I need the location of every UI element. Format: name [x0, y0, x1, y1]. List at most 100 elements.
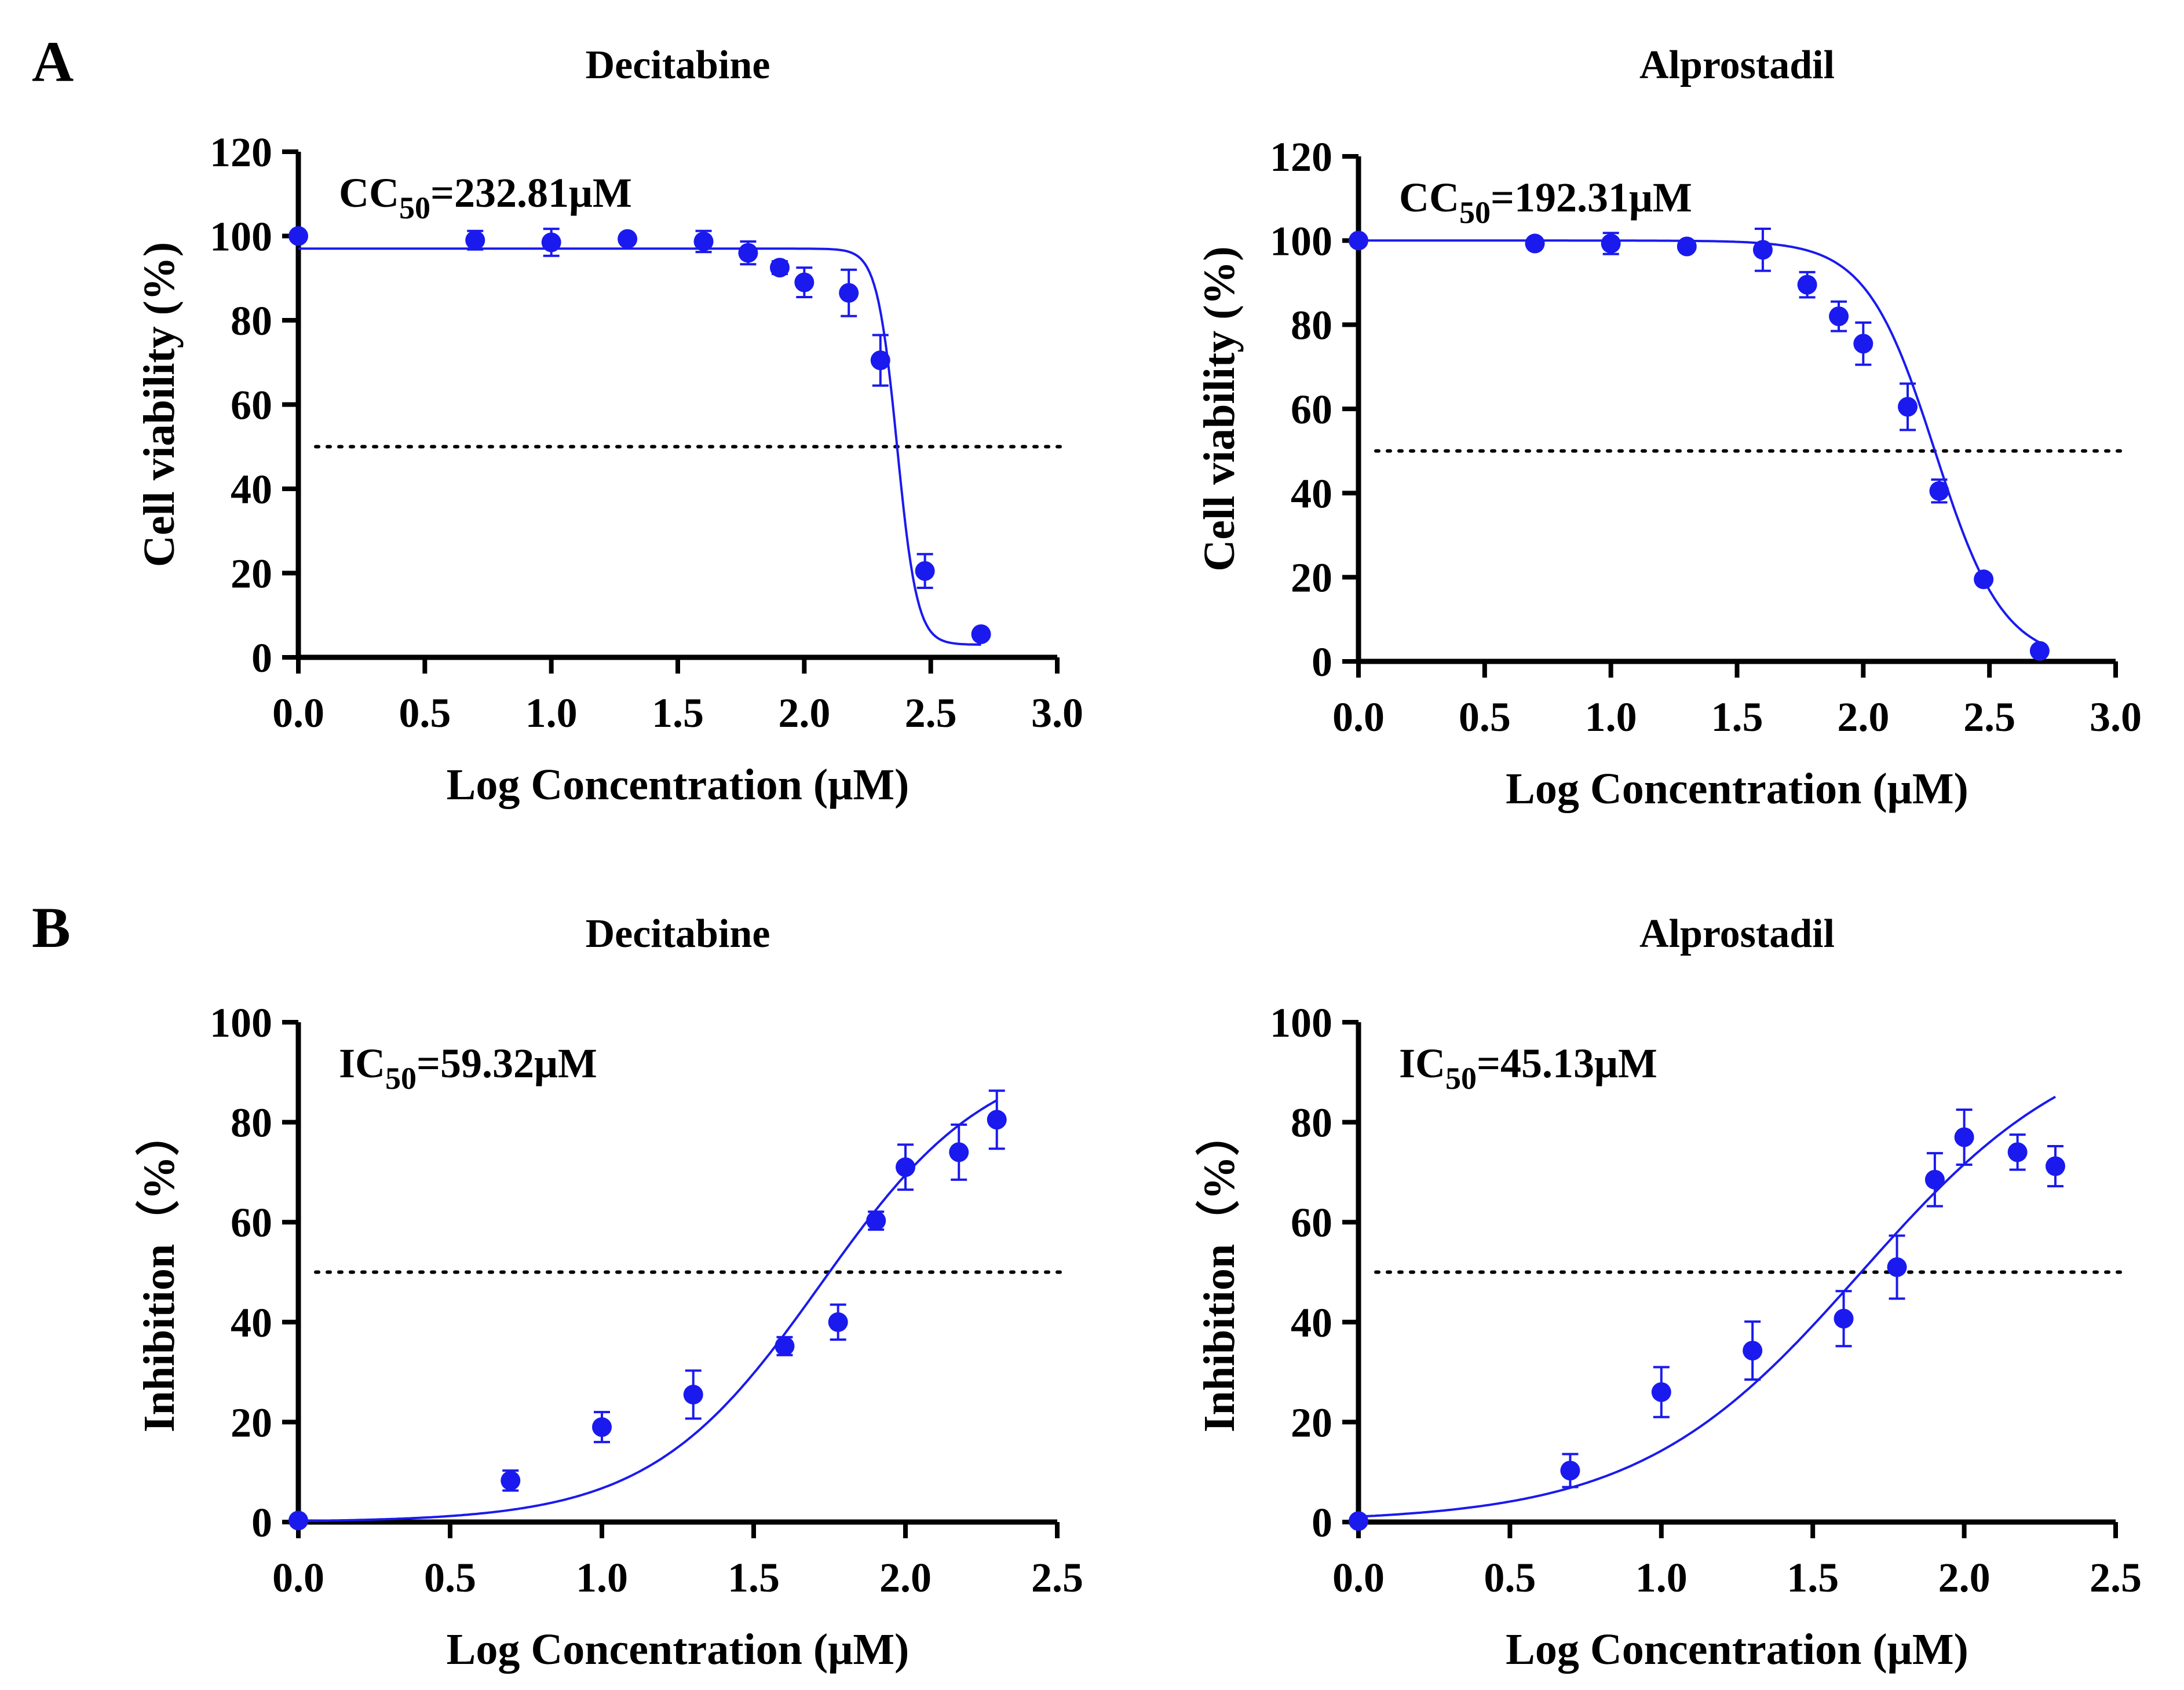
data-point — [839, 283, 859, 303]
panel-label-a: A — [32, 30, 74, 94]
value-annotation: IC50=59.32μM — [339, 1040, 597, 1096]
data-point — [870, 350, 890, 371]
data-point — [288, 1510, 308, 1531]
data-point — [2007, 1142, 2028, 1162]
chart-1: Decitabine 0.0 0.5 1.0 1.5 2.0 2.5 3.0 0 20 40 60 80… — [135, 43, 1083, 809]
y-tick-label: 60 — [231, 1199, 272, 1246]
fit-curve — [1358, 1095, 2056, 1518]
data-point — [866, 1210, 886, 1231]
data-point — [1560, 1461, 1580, 1481]
x-tick-label: 1.5 — [1711, 694, 1763, 740]
x-tick-label: 2.0 — [1938, 1554, 1991, 1601]
chart-title: Alprostadil — [1639, 43, 1835, 87]
data-point — [1525, 233, 1545, 254]
data-point — [1974, 569, 1994, 590]
x-tick-label: 2.5 — [905, 690, 957, 736]
y-tick-label: 20 — [1291, 555, 1332, 601]
data-point — [828, 1312, 848, 1332]
y-tick-label: 40 — [1291, 1300, 1332, 1346]
data-point — [1677, 236, 1697, 257]
x-tick-label: 2.0 — [1837, 694, 1889, 740]
x-tick-label: 2.0 — [879, 1554, 932, 1601]
y-tick-label: 0 — [1312, 639, 1332, 685]
x-tick-label: 0.5 — [424, 1554, 476, 1601]
annotation-value: =59.32μM — [417, 1040, 597, 1087]
data-point — [1834, 1308, 1854, 1329]
fit-curve — [298, 247, 981, 646]
annotation-value: =192.31μM — [1491, 174, 1692, 221]
x-axis-label: Log Concentration (μM) — [447, 760, 910, 809]
data-point — [1752, 240, 1773, 260]
data-point — [592, 1417, 612, 1437]
y-tick-label: 120 — [1270, 134, 1332, 180]
y-tick-label: 60 — [1291, 1199, 1332, 1246]
y-tick-label: 80 — [231, 1100, 272, 1146]
data-point — [794, 272, 815, 292]
data-point — [1797, 275, 1817, 295]
x-tick-label: 0.5 — [1459, 694, 1511, 740]
y-tick-label: 0 — [251, 635, 272, 681]
data-point — [987, 1110, 1007, 1130]
data-point — [769, 258, 790, 278]
annotation-subscript: 50 — [1445, 1061, 1477, 1096]
value-annotation: CC50=192.31μM — [1399, 174, 1692, 230]
data-point — [1349, 1511, 1368, 1531]
charts-group: Decitabine 0.0 0.5 1.0 1.5 2.0 2.5 3.0 0 20 40 60 80… — [135, 43, 2142, 1674]
data-point — [971, 624, 991, 644]
y-tick-label: 100 — [210, 214, 272, 260]
data-point — [1898, 397, 1918, 417]
value-annotation: CC50=232.81μM — [339, 170, 632, 225]
data-point — [2045, 1156, 2065, 1176]
x-tick-label: 0.5 — [399, 690, 451, 736]
y-axis-label: Cell viability (%) — [1195, 246, 1244, 572]
x-tick-label: 0.5 — [1484, 1554, 1536, 1601]
fit-curve — [1358, 239, 2040, 644]
data-point — [949, 1142, 969, 1162]
x-tick-label: 1.5 — [652, 690, 704, 736]
x-tick-label: 3.0 — [1031, 690, 1083, 736]
x-tick-label: 1.0 — [576, 1554, 628, 1601]
fit-curve — [298, 1099, 998, 1523]
data-point — [1853, 334, 1873, 354]
chart-title: Alprostadil — [1639, 912, 1835, 956]
data-point — [1829, 306, 1849, 327]
data-point — [288, 226, 308, 246]
y-tick-label: 100 — [1270, 218, 1332, 264]
y-tick-label: 40 — [231, 466, 272, 513]
y-tick-label: 40 — [231, 1300, 272, 1346]
data-point — [693, 231, 714, 251]
x-tick-label: 1.0 — [1635, 1554, 1688, 1601]
data-point — [465, 230, 485, 250]
data-point — [1349, 231, 1368, 251]
x-tick-label: 1.0 — [525, 690, 578, 736]
data-point — [915, 561, 935, 581]
y-tick-label: 100 — [210, 1000, 272, 1046]
x-tick-label: 2.5 — [2090, 1554, 2142, 1601]
x-tick-label: 1.5 — [1787, 1554, 1839, 1601]
data-point — [541, 232, 561, 253]
x-tick-label: 3.0 — [2090, 694, 2142, 740]
annotation-prefix: CC — [1399, 174, 1459, 221]
chart-title: Decitabine — [586, 912, 770, 956]
annotation-prefix: CC — [339, 170, 399, 216]
y-tick-label: 0 — [251, 1499, 272, 1546]
data-point — [896, 1157, 915, 1177]
data-point — [1887, 1257, 1907, 1277]
x-axis-label: Log Concentration (μM) — [447, 1625, 910, 1674]
data-point — [2029, 641, 2050, 661]
y-tick-label: 20 — [231, 1399, 272, 1446]
y-tick-label: 100 — [1270, 1000, 1332, 1046]
y-tick-label: 20 — [231, 551, 272, 597]
x-tick-label: 0.0 — [272, 690, 324, 736]
x-tick-label: 0.0 — [1332, 694, 1385, 740]
y-tick-label: 80 — [1291, 1100, 1332, 1146]
data-point — [1601, 233, 1621, 254]
data-point — [501, 1470, 521, 1491]
value-annotation: IC50=45.13μM — [1399, 1040, 1657, 1096]
y-axis-label: Cell viability (%) — [135, 242, 184, 568]
data-point — [775, 1336, 795, 1356]
data-point — [1743, 1340, 1763, 1360]
panel-label-b: B — [32, 895, 71, 960]
y-tick-label: 20 — [1291, 1399, 1332, 1446]
